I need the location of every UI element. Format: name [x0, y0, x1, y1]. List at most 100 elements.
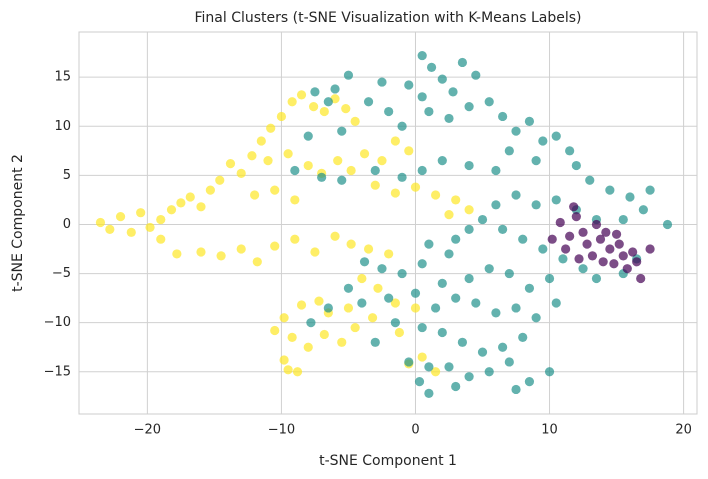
x-tick-label: −10 [268, 423, 295, 438]
point [205, 185, 215, 195]
point [504, 146, 514, 156]
point [451, 195, 461, 205]
point [571, 212, 581, 222]
point [444, 113, 454, 124]
point [319, 329, 329, 340]
point [591, 219, 602, 230]
point [270, 325, 280, 336]
point [464, 224, 474, 234]
point [330, 84, 340, 94]
point [317, 172, 327, 182]
point [565, 146, 575, 156]
point [236, 244, 246, 254]
point [628, 247, 638, 257]
point [605, 244, 615, 254]
point [498, 224, 508, 234]
point [544, 273, 555, 284]
point [410, 182, 421, 192]
point [437, 327, 447, 338]
point [370, 180, 380, 190]
point [390, 188, 400, 198]
point [504, 268, 514, 279]
point [471, 298, 481, 308]
point [451, 293, 461, 303]
point [551, 131, 561, 141]
point [225, 158, 236, 169]
point [424, 388, 434, 398]
point [484, 264, 494, 274]
x-tick-label: 10 [541, 423, 558, 438]
point [464, 372, 474, 382]
point [578, 264, 588, 274]
point [424, 362, 434, 372]
point [343, 70, 354, 80]
point [363, 244, 374, 254]
point [531, 156, 541, 166]
point [601, 227, 611, 237]
point [578, 227, 588, 237]
point [569, 202, 579, 212]
point [337, 175, 347, 185]
point [323, 97, 333, 107]
y-tick-label: 10 [54, 119, 71, 134]
x-tick-label: 0 [411, 423, 419, 438]
point [524, 116, 535, 126]
point [287, 97, 297, 107]
point [444, 210, 454, 220]
point [430, 190, 441, 200]
point [337, 337, 347, 347]
point [414, 376, 425, 387]
point [323, 303, 333, 313]
point [531, 200, 541, 210]
point [531, 313, 541, 323]
point [333, 156, 343, 166]
point [518, 234, 528, 244]
point [308, 102, 319, 112]
point [390, 298, 400, 308]
point [350, 116, 360, 126]
point [638, 205, 648, 215]
point [417, 259, 427, 269]
point [484, 367, 494, 377]
point [290, 165, 300, 176]
point [538, 136, 548, 146]
point [632, 257, 642, 267]
point [247, 151, 257, 161]
point [346, 239, 356, 249]
point [279, 313, 289, 323]
point [105, 224, 115, 234]
point [544, 367, 555, 377]
point [292, 367, 303, 377]
point [350, 322, 360, 333]
point [359, 149, 370, 159]
point [377, 156, 387, 166]
point [296, 90, 307, 100]
point [471, 70, 481, 80]
point [558, 254, 568, 264]
point [511, 384, 521, 395]
point [464, 102, 474, 112]
point [451, 234, 461, 244]
point [618, 214, 628, 225]
point [310, 247, 320, 257]
point [394, 327, 404, 338]
x-axis-label: t-SNE Component 1 [319, 453, 457, 469]
point [397, 121, 407, 131]
point [464, 273, 474, 284]
point [491, 165, 501, 176]
point [337, 126, 347, 136]
point [283, 365, 293, 375]
point [645, 244, 655, 254]
point [252, 257, 262, 267]
point [582, 239, 592, 249]
point [609, 259, 619, 269]
point [417, 322, 427, 333]
point [417, 92, 427, 102]
point [373, 283, 383, 293]
point [457, 337, 468, 347]
point [417, 352, 427, 362]
point [551, 195, 561, 205]
point [551, 298, 561, 308]
point [437, 74, 447, 84]
